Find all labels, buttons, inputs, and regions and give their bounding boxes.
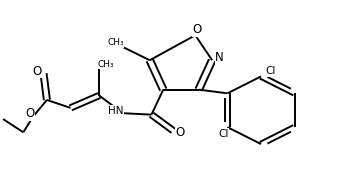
Text: HN: HN <box>108 106 124 116</box>
Text: CH₃: CH₃ <box>98 60 114 68</box>
Text: Cl: Cl <box>265 66 276 76</box>
Text: O: O <box>175 126 185 139</box>
Text: Cl: Cl <box>218 129 228 139</box>
Text: O: O <box>192 23 202 36</box>
Text: O: O <box>26 107 35 120</box>
Text: CH₃: CH₃ <box>107 38 124 47</box>
Text: O: O <box>33 65 42 78</box>
Text: N: N <box>215 51 224 64</box>
